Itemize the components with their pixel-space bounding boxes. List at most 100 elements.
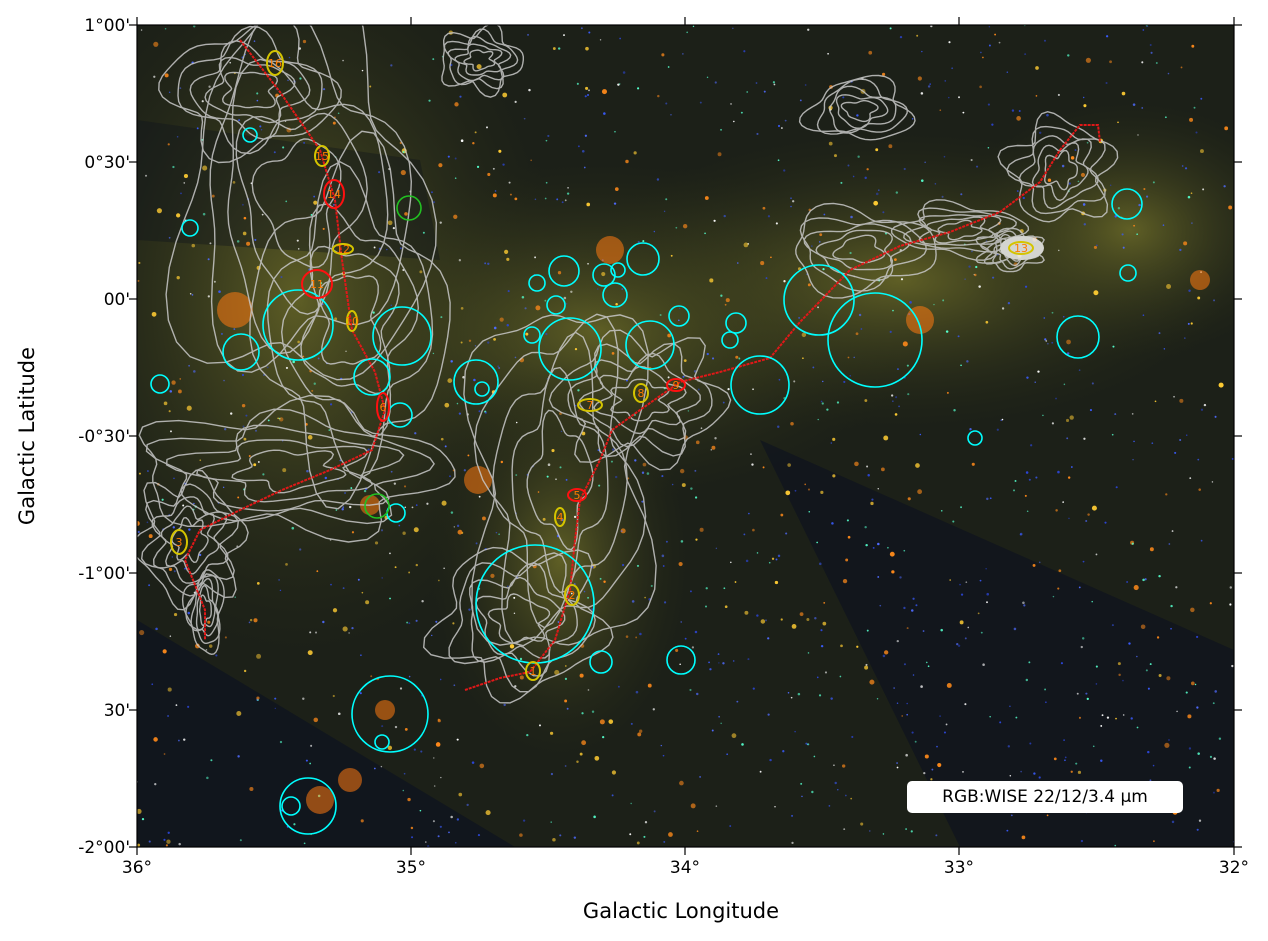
star (278, 579, 280, 581)
star (408, 571, 411, 574)
star (528, 88, 531, 92)
star (948, 96, 950, 99)
star (232, 180, 236, 184)
clump-ellipse (301, 269, 333, 299)
star (183, 173, 189, 179)
star (557, 621, 560, 623)
star (237, 496, 240, 499)
star (939, 715, 941, 717)
star (1188, 766, 1191, 769)
star (1115, 486, 1118, 489)
star (1118, 673, 1121, 677)
star (854, 461, 859, 467)
star (588, 31, 591, 34)
star (639, 632, 642, 636)
contour-line (318, 275, 382, 365)
star (755, 82, 758, 84)
star (670, 254, 673, 257)
x-tick-label: 35° (396, 858, 426, 878)
star (1010, 814, 1013, 817)
star (386, 248, 388, 251)
star (394, 725, 398, 729)
star (487, 172, 491, 177)
star (1095, 244, 1098, 247)
star (419, 809, 422, 812)
star (920, 92, 924, 95)
star (1193, 106, 1196, 109)
star (428, 99, 431, 102)
contour-line (221, 71, 279, 109)
star (1162, 224, 1165, 226)
star (614, 187, 619, 191)
star (1156, 636, 1160, 639)
star (679, 663, 681, 666)
star (206, 776, 209, 780)
star (636, 87, 640, 90)
star (940, 510, 943, 512)
star (876, 698, 879, 700)
star (570, 592, 573, 595)
star (1065, 418, 1070, 422)
star (1093, 245, 1098, 250)
clump-label: 7 (587, 399, 594, 412)
star (1009, 705, 1011, 708)
star (137, 530, 140, 534)
star (847, 535, 851, 539)
contour-line (140, 483, 240, 597)
star (475, 542, 478, 545)
hii-region-circle (353, 358, 391, 396)
hii-region-circle (528, 274, 546, 292)
star (1012, 489, 1016, 492)
star (458, 412, 461, 415)
star (794, 489, 797, 492)
contour-line (441, 25, 524, 98)
star (1044, 701, 1047, 704)
star (619, 37, 622, 40)
star (939, 109, 942, 112)
star (165, 844, 168, 847)
star (699, 101, 702, 104)
star (621, 288, 623, 290)
star (1213, 299, 1216, 302)
star (962, 770, 964, 773)
star (723, 587, 726, 590)
star (988, 44, 991, 47)
star (882, 833, 885, 835)
contour-line (209, 25, 413, 373)
star (519, 675, 524, 680)
star (307, 435, 313, 440)
star (935, 834, 938, 837)
star (780, 618, 783, 621)
star (274, 697, 277, 700)
star (162, 649, 167, 654)
star (545, 332, 548, 336)
star (503, 703, 506, 707)
star (608, 719, 614, 724)
star (1074, 149, 1077, 152)
star (967, 626, 970, 629)
star (495, 531, 498, 534)
clump-ellipse (554, 507, 566, 527)
star (274, 707, 276, 710)
contour-line (189, 40, 311, 140)
star (392, 226, 395, 230)
contour-line (815, 229, 894, 271)
contour-line (1018, 135, 1099, 210)
contour-line (798, 74, 916, 141)
nebula (217, 292, 253, 328)
contour-line (443, 28, 519, 90)
star (415, 563, 418, 567)
star (137, 843, 141, 847)
star (285, 200, 288, 203)
star (210, 759, 213, 762)
star (363, 489, 367, 493)
star (882, 211, 885, 214)
star (154, 783, 157, 786)
star (1133, 440, 1135, 443)
star (472, 141, 475, 145)
star (1035, 95, 1038, 97)
star (1060, 662, 1064, 665)
star (905, 753, 908, 757)
star (1066, 352, 1070, 355)
star (1095, 665, 1098, 668)
